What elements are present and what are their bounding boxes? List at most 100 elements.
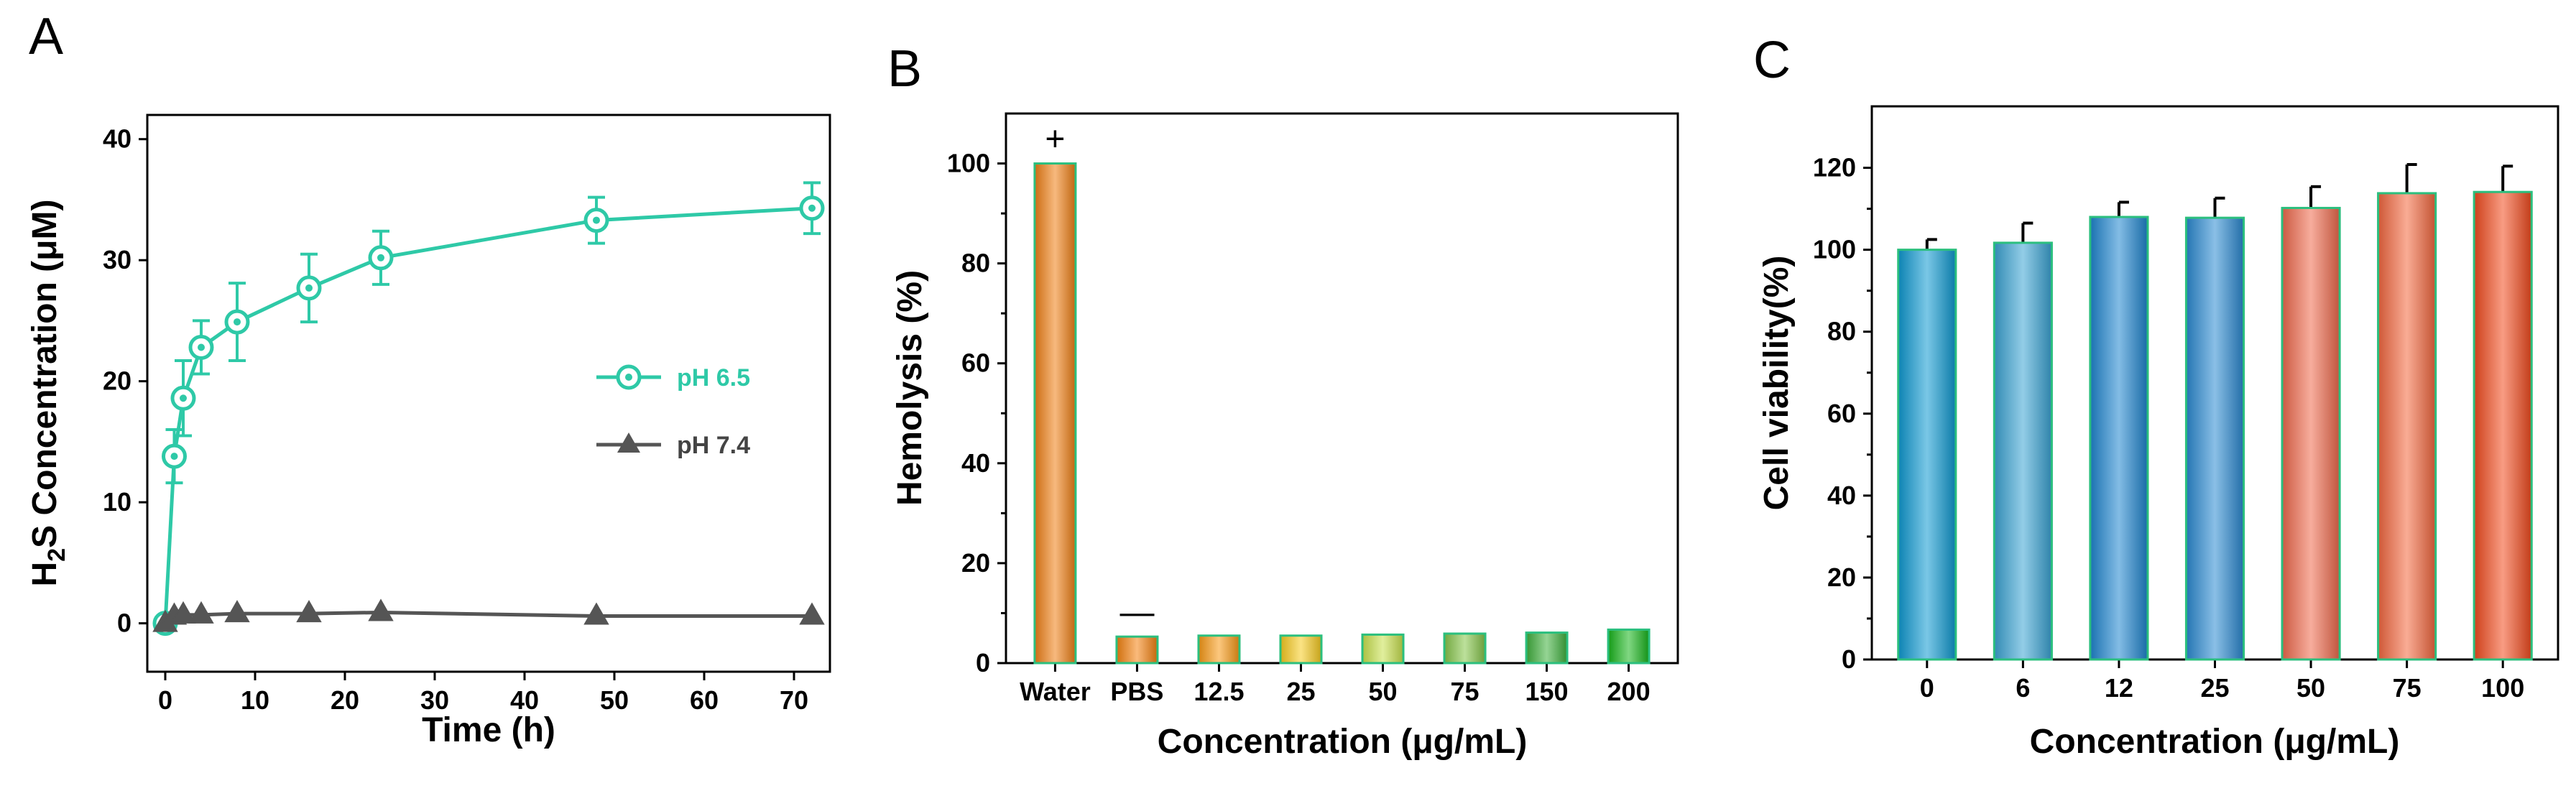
x-tick-label: 200: [1607, 677, 1651, 706]
x-tick-label: 75: [2393, 673, 2422, 703]
legend-label: pH 7.4: [677, 432, 750, 459]
data-point-dot: [808, 204, 816, 212]
bar-150: [1525, 631, 1569, 665]
y-tick-label: 120: [1813, 153, 1856, 182]
panel-b-bars: +—: [1033, 121, 1651, 665]
panel-a-legend: pH 6.5 pH 7.4: [596, 364, 750, 459]
panel-b: B 0 20 40 60 80 100 Water PBS 12.5 25 50 75 150 200 +…: [887, 40, 1679, 761]
x-tick-label: 12.5: [1194, 677, 1244, 706]
y-tick-label: 40: [961, 448, 990, 478]
panel-b-x-axis-label: Concentration (μg/mL): [1158, 723, 1528, 761]
data-point: [170, 601, 196, 624]
legend-marker: [617, 432, 640, 453]
x-tick-label: 100: [2481, 673, 2524, 703]
bar-200: [1607, 628, 1651, 665]
panel-b-label: B: [887, 40, 922, 98]
bar-75: [2377, 192, 2437, 661]
bar-50: [1361, 633, 1405, 665]
series-line: [163, 206, 813, 624]
x-tick-label: 40: [510, 685, 539, 715]
data-point-dot: [170, 453, 178, 461]
bar-pbs: [1115, 635, 1159, 665]
data-point-dot: [305, 284, 313, 292]
bar-6: [1993, 241, 2053, 661]
series-line: [164, 610, 812, 625]
y-tick-label: 0: [976, 648, 990, 677]
panel-a-y-axis-label: H2S Concentration (μM): [26, 200, 70, 587]
bar-water: [1033, 162, 1077, 665]
x-tick-label: 0: [1920, 673, 1934, 703]
y-tick-label: 40: [1827, 481, 1856, 510]
y-tick-label: 100: [947, 149, 990, 178]
y-tick-label: 20: [961, 548, 990, 578]
data-point-dot: [377, 254, 384, 262]
data-point: [368, 598, 394, 621]
legend-marker-dot: [625, 374, 632, 381]
data-point-dot: [234, 318, 241, 326]
y-tick-label: 0: [117, 608, 131, 638]
bar-25: [2184, 216, 2245, 661]
x-tick-label: 50: [600, 685, 629, 715]
legend-item-ph-6-5: pH 6.5: [596, 364, 750, 392]
panel-c: C 0 20 40 60 80 100 120 0 6 12 25 50 75 100 Concentra…: [1753, 32, 2559, 761]
x-tick-label: 50: [1368, 677, 1397, 706]
x-tick-label: Water: [1020, 677, 1091, 706]
panel-b-axes: 0 20 40 60 80 100 Water PBS 12.5 25 50 75 150 200: [947, 149, 1651, 706]
y-tick-label: 80: [1827, 317, 1856, 346]
panel-b-plot-frame: [1005, 112, 1679, 665]
data-point: [224, 600, 250, 623]
legend-item-ph-7-4: pH 7.4: [596, 432, 750, 459]
x-tick-label: 0: [158, 685, 172, 715]
series-ph-6-5: [152, 181, 825, 637]
bar-12-5: [1197, 634, 1241, 665]
bar-annotation: —: [1120, 593, 1154, 631]
legend-label: pH 6.5: [677, 364, 750, 392]
y-tick-label: 80: [961, 249, 990, 278]
panel-b-y-axis-label: Hemolysis (%): [891, 270, 929, 506]
x-tick-label: 30: [420, 685, 449, 715]
y-tick-label: 0: [1842, 644, 1856, 674]
x-tick-label: 12: [2105, 673, 2133, 703]
y-tick-label: 20: [1827, 563, 1856, 592]
data-point: [296, 600, 322, 623]
x-tick-label: PBS: [1110, 677, 1163, 706]
y-tick-label: 10: [103, 487, 131, 517]
bar-12: [2089, 216, 2149, 661]
x-tick-label: 25: [1286, 677, 1315, 706]
data-point: [583, 602, 609, 625]
bar-50: [2281, 206, 2341, 661]
y-tick-label: 30: [103, 245, 131, 274]
panel-a-x-axis-label: Time (h): [422, 711, 555, 749]
bar-annotation: +: [1045, 121, 1065, 159]
x-tick-label: 60: [690, 685, 719, 715]
panel-a-series: [152, 181, 825, 637]
y-tick-label: 40: [103, 124, 131, 154]
bar-75: [1443, 632, 1487, 665]
x-tick-label: 150: [1525, 677, 1569, 706]
data-point-dot: [180, 394, 187, 402]
panel-c-y-axis-label: Cell viability(%): [1758, 256, 1796, 511]
bar-25: [1279, 634, 1323, 665]
data-point: [799, 602, 825, 625]
x-tick-label: 25: [2200, 673, 2229, 703]
x-tick-label: 10: [241, 685, 269, 715]
panel-c-bars: [1897, 162, 2533, 661]
x-tick-label: 6: [2016, 673, 2030, 703]
x-tick-label: 75: [1451, 677, 1479, 706]
y-tick-label: 100: [1813, 235, 1856, 264]
panel-c-axes: 0 20 40 60 80 100 120 0 6 12 25 50 75 100: [1813, 153, 2524, 703]
data-point-dot: [198, 343, 205, 351]
series-ph-7-4: [152, 598, 825, 632]
x-tick-label: 50: [2296, 673, 2325, 703]
data-point-dot: [593, 216, 600, 224]
y-tick-label: 60: [961, 348, 990, 378]
x-tick-label: 20: [331, 685, 359, 715]
panel-c-x-axis-label: Concentration (μg/mL): [2030, 723, 2400, 761]
panel-c-label: C: [1753, 32, 1791, 89]
y-tick-label: 20: [103, 366, 131, 396]
y-tick-label: 60: [1827, 399, 1856, 428]
data-point: [188, 601, 214, 624]
bar-0: [1897, 249, 1957, 661]
bar-100: [2473, 190, 2533, 661]
